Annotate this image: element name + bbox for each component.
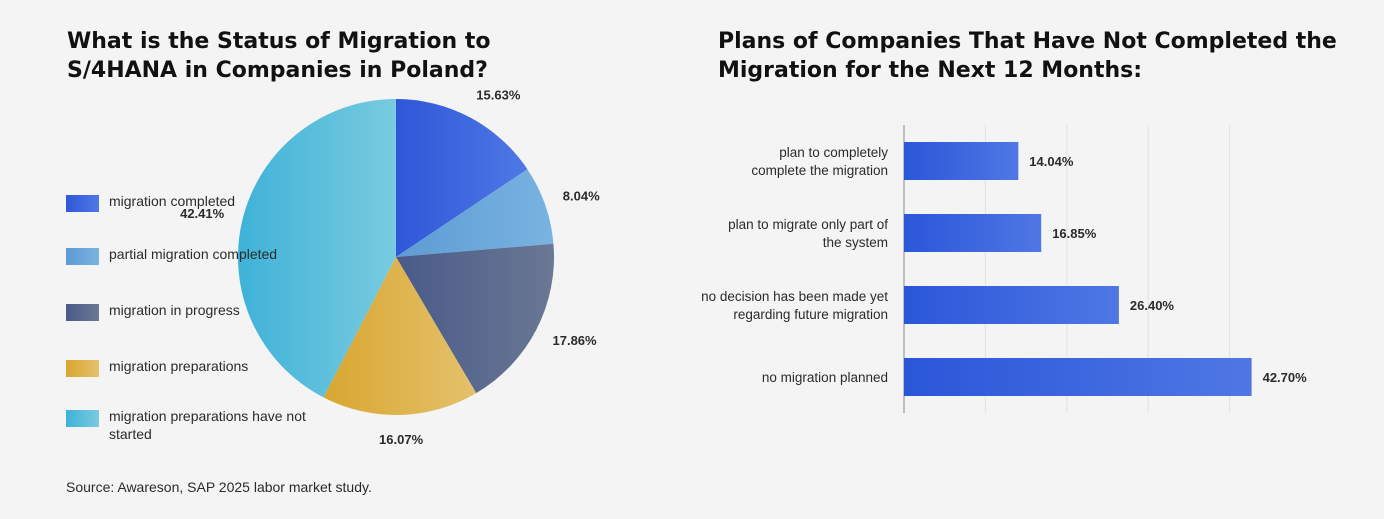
pie-label-partial-migration-completed: 8.04% — [563, 189, 600, 204]
pie-slice-migration-preparations — [323, 257, 477, 415]
legend-swatch — [66, 304, 99, 321]
bar-value-label: 42.70% — [1263, 370, 1308, 385]
pie-label-migration-preparations: 16.07% — [379, 432, 424, 447]
bar-chart-title: Plans of Companies That Have Not Complet… — [718, 29, 1337, 83]
legend-swatch — [66, 195, 99, 212]
bar-category-label: no decision has been made yet regarding f… — [701, 289, 888, 322]
bar-plan-to-migrate-only-part-of-the-system — [904, 214, 1042, 252]
bar-plan-to-completely-complete-the-migration — [904, 142, 1019, 180]
pie-label-migration-completed: 15.63% — [476, 88, 521, 103]
legend-item-migration-completed: migration completed — [66, 192, 296, 232]
legend-label: migration completed — [109, 193, 236, 209]
legend-item-not-started: migration preparations have not started — [66, 407, 306, 447]
bar-no-migration-planned — [904, 358, 1252, 396]
bar-category-label: no migration planned — [762, 370, 888, 385]
legend-label: migration preparations have not started — [109, 408, 306, 442]
legend-item-partial-migration: partial migration completed — [66, 245, 296, 285]
legend-label: partial migration completed — [109, 246, 278, 262]
pie-label-migration-preparations-have-not-started: 42.41% — [180, 206, 225, 221]
legend-item-migration-in-progress: migration in progress — [66, 301, 296, 341]
bar-value-label: 16.85% — [1052, 226, 1097, 241]
legend-swatch — [66, 410, 99, 427]
pie-label-migration-in-progress: 17.86% — [553, 333, 598, 348]
pie-chart: 15.63% 8.04% 17.86% 16.07% 42.41% — [180, 88, 600, 447]
bar-category-label: plan to completely complete the migration — [751, 145, 888, 178]
legend-label: migration in progress — [109, 302, 240, 318]
bar-category-label: plan to migrate only part of the system — [728, 217, 888, 250]
legend-label: migration preparations — [109, 358, 249, 374]
pie-slice-migration-in-progress — [396, 243, 555, 394]
bar-no-decision-has-been-made-yet-regarding-future-migration — [904, 286, 1119, 324]
pie-slice-migration-completed — [396, 99, 528, 257]
legend-item-migration-preparations: migration preparations — [66, 357, 296, 397]
bar-value-label: 14.04% — [1029, 154, 1074, 169]
source-note: Source: Awareson, SAP 2025 labor market … — [66, 479, 372, 495]
pie-chart-title: What is the Status of Migration to S/4HA… — [67, 29, 491, 83]
pie-slice-migration-preparations-have-not-started — [238, 99, 396, 398]
bar-value-label: 26.40% — [1130, 298, 1175, 313]
pie-slice-partial-migration-completed — [396, 169, 554, 257]
legend-swatch — [66, 360, 99, 377]
legend-swatch — [66, 248, 99, 265]
